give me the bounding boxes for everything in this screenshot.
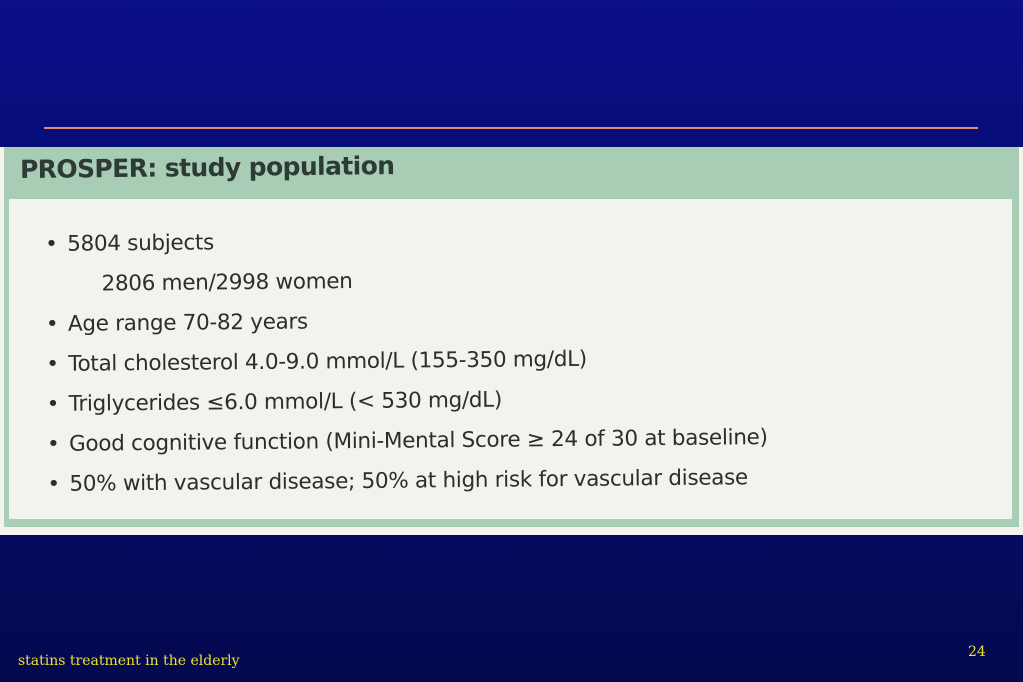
bullet-list: • 5804 subjects 2806 men/2998 women • Ag… xyxy=(45,218,768,505)
scanned-table-image: PROSPER: study population • 5804 subject… xyxy=(0,147,1023,535)
bullet-text: 2806 men/2998 women xyxy=(101,269,353,297)
page-number: 24 xyxy=(968,644,986,660)
bullet-text: Total cholesterol 4.0-9.0 mmol/L (155-35… xyxy=(68,346,588,377)
panel-header: PROSPER: study population xyxy=(4,147,1019,199)
panel-frame: PROSPER: study population • 5804 subject… xyxy=(4,147,1019,527)
bullet-item: • 50% with vascular disease; 50% at high… xyxy=(47,458,768,505)
bullet-dot: • xyxy=(46,351,59,377)
bullet-dot: • xyxy=(47,471,61,497)
panel-body: • 5804 subjects 2806 men/2998 women • Ag… xyxy=(9,199,1012,519)
bullet-item: • Total cholesterol 4.0-9.0 mmol/L (155-… xyxy=(46,338,767,385)
bullet-item: • 5804 subjects xyxy=(45,218,766,265)
bullet-subitem: 2806 men/2998 women xyxy=(45,258,766,305)
bullet-text: 5804 subjects xyxy=(67,230,215,257)
bullet-dot: • xyxy=(46,391,60,417)
footer-title: statins treatment in the elderly xyxy=(18,653,240,669)
bullet-item: • Triglycerides ≤6.0 mmol/L (< 530 mg/dL… xyxy=(47,378,768,425)
bullet-dot: • xyxy=(46,431,60,457)
bullet-text: 50% with vascular disease; 50% at high r… xyxy=(69,465,749,497)
bullet-item: • Good cognitive function (Mini-Mental S… xyxy=(47,418,768,465)
bullet-item: • Age range 70-82 years xyxy=(46,298,767,345)
bullet-dot: • xyxy=(45,311,59,337)
panel-title: PROSPER: study population xyxy=(19,151,395,184)
bullet-text: Good cognitive function (Mini-Mental Sco… xyxy=(68,425,768,457)
bullet-dot: • xyxy=(45,231,58,257)
bullet-text: Triglycerides ≤6.0 mmol/L (< 530 mg/dL) xyxy=(68,387,503,417)
title-divider-rule xyxy=(44,127,978,129)
bullet-text: Age range 70-82 years xyxy=(67,309,309,337)
